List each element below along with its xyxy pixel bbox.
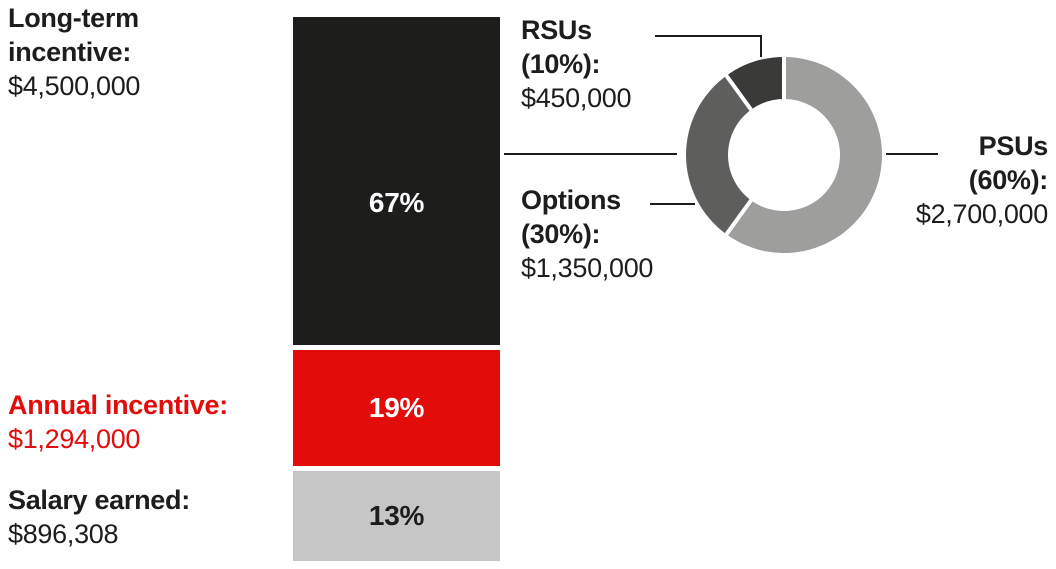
psus-label: PSUs (60%): $2,700,000 bbox=[916, 129, 1048, 231]
long-term-incentive-amount: $4,500,000 bbox=[8, 71, 141, 101]
long-term-incentive-label: Long-term incentive: $4,500,000 bbox=[8, 1, 140, 103]
psus-connector-line bbox=[886, 153, 938, 155]
annual-incentive-title: Annual incentive: bbox=[8, 390, 228, 420]
psus-name: PSUs bbox=[978, 131, 1049, 161]
annual-incentive-amount: $1,294,000 bbox=[8, 424, 141, 454]
donut-slice-options bbox=[686, 75, 752, 235]
donut-slice-rsus bbox=[726, 57, 784, 110]
bar-segment-long-term-incentive: 67% bbox=[293, 17, 500, 346]
long-term-incentive-donut-chart bbox=[686, 53, 883, 253]
options-label: Options (30%): $1,350,000 bbox=[521, 183, 653, 285]
options-percent: (30%): bbox=[521, 219, 601, 249]
bar-segment-salary-earned: 13% bbox=[293, 471, 500, 561]
psus-percent: (60%): bbox=[968, 165, 1049, 195]
stacked-bar: 67% 19% 13% bbox=[293, 17, 500, 561]
bar-segment-annual-percent: 19% bbox=[368, 392, 425, 424]
rsus-percent: (10%): bbox=[521, 49, 601, 79]
long-term-incentive-title-line1: Long-term bbox=[8, 3, 139, 33]
psus-amount: $2,700,000 bbox=[915, 199, 1048, 229]
rsus-connector-line bbox=[655, 35, 762, 57]
salary-earned-title: Salary earned: bbox=[8, 485, 190, 515]
options-amount: $1,350,000 bbox=[521, 253, 654, 283]
bar-segment-salary-percent: 13% bbox=[368, 500, 425, 532]
salary-earned-label: Salary earned: $896,308 bbox=[8, 483, 190, 551]
rsus-name: RSUs bbox=[521, 15, 592, 45]
salary-earned-amount: $896,308 bbox=[8, 519, 119, 549]
annual-incentive-label: Annual incentive: $1,294,000 bbox=[8, 388, 228, 456]
rsus-label: RSUs (10%): $450,000 bbox=[521, 13, 632, 115]
options-name: Options bbox=[521, 185, 621, 215]
donut-slice-separator bbox=[722, 71, 756, 115]
bar-to-donut-connector-line bbox=[504, 153, 677, 155]
bar-segment-long-term-percent: 67% bbox=[368, 187, 425, 219]
rsus-amount: $450,000 bbox=[521, 83, 632, 113]
bar-segment-annual-incentive: 19% bbox=[293, 350, 500, 467]
options-connector-line bbox=[650, 203, 695, 205]
long-term-incentive-title-line2: incentive: bbox=[8, 37, 132, 67]
donut-slice-psus bbox=[726, 57, 883, 253]
donut-slice-separator bbox=[722, 195, 756, 239]
